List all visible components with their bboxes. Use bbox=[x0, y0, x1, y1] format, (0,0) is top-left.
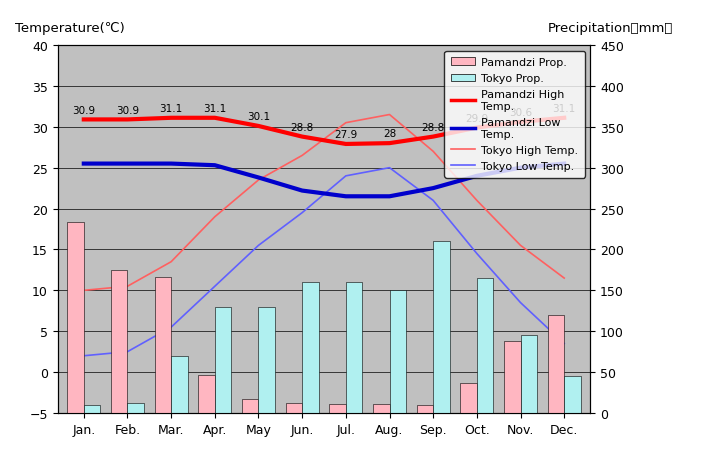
Bar bbox=[504, 341, 521, 413]
Bar bbox=[521, 336, 537, 413]
Bar bbox=[417, 405, 433, 413]
Bar bbox=[390, 291, 406, 413]
Bar bbox=[373, 404, 390, 413]
Bar bbox=[215, 307, 231, 413]
Text: Temperature(℃): Temperature(℃) bbox=[15, 22, 125, 35]
Text: 29.9: 29.9 bbox=[465, 113, 488, 123]
Text: 28.8: 28.8 bbox=[291, 123, 314, 132]
Text: 30.9: 30.9 bbox=[72, 105, 95, 115]
Text: 31.1: 31.1 bbox=[552, 104, 576, 114]
Bar bbox=[302, 283, 319, 413]
Text: 31.1: 31.1 bbox=[160, 104, 183, 114]
Bar bbox=[258, 307, 275, 413]
Bar bbox=[84, 405, 100, 413]
Bar bbox=[477, 279, 493, 413]
Bar bbox=[329, 404, 346, 413]
Bar bbox=[198, 375, 215, 413]
Text: 28: 28 bbox=[383, 129, 396, 139]
Bar bbox=[286, 403, 302, 413]
Text: 28.8: 28.8 bbox=[421, 123, 445, 132]
Bar bbox=[346, 283, 362, 413]
Text: 31.1: 31.1 bbox=[203, 104, 227, 114]
Text: 30.9: 30.9 bbox=[116, 105, 139, 115]
Bar bbox=[548, 315, 564, 413]
Bar bbox=[111, 270, 127, 413]
Legend: Pamandzi Prop., Tokyo Prop., Pamandzi High
Temp., Pamandzi Low
Temp., Tokyo High: Pamandzi Prop., Tokyo Prop., Pamandzi Hi… bbox=[444, 51, 585, 178]
Bar bbox=[564, 376, 581, 413]
Text: Precipitation（mm）: Precipitation（mm） bbox=[548, 22, 673, 35]
Bar bbox=[67, 222, 84, 413]
Bar bbox=[155, 278, 171, 413]
Text: 27.9: 27.9 bbox=[334, 130, 357, 140]
Bar bbox=[460, 383, 477, 413]
Bar bbox=[171, 356, 188, 413]
Text: 30.6: 30.6 bbox=[509, 108, 532, 118]
Text: 30.1: 30.1 bbox=[247, 112, 270, 122]
Bar bbox=[127, 403, 144, 413]
Bar bbox=[242, 399, 258, 413]
Bar bbox=[433, 242, 450, 413]
